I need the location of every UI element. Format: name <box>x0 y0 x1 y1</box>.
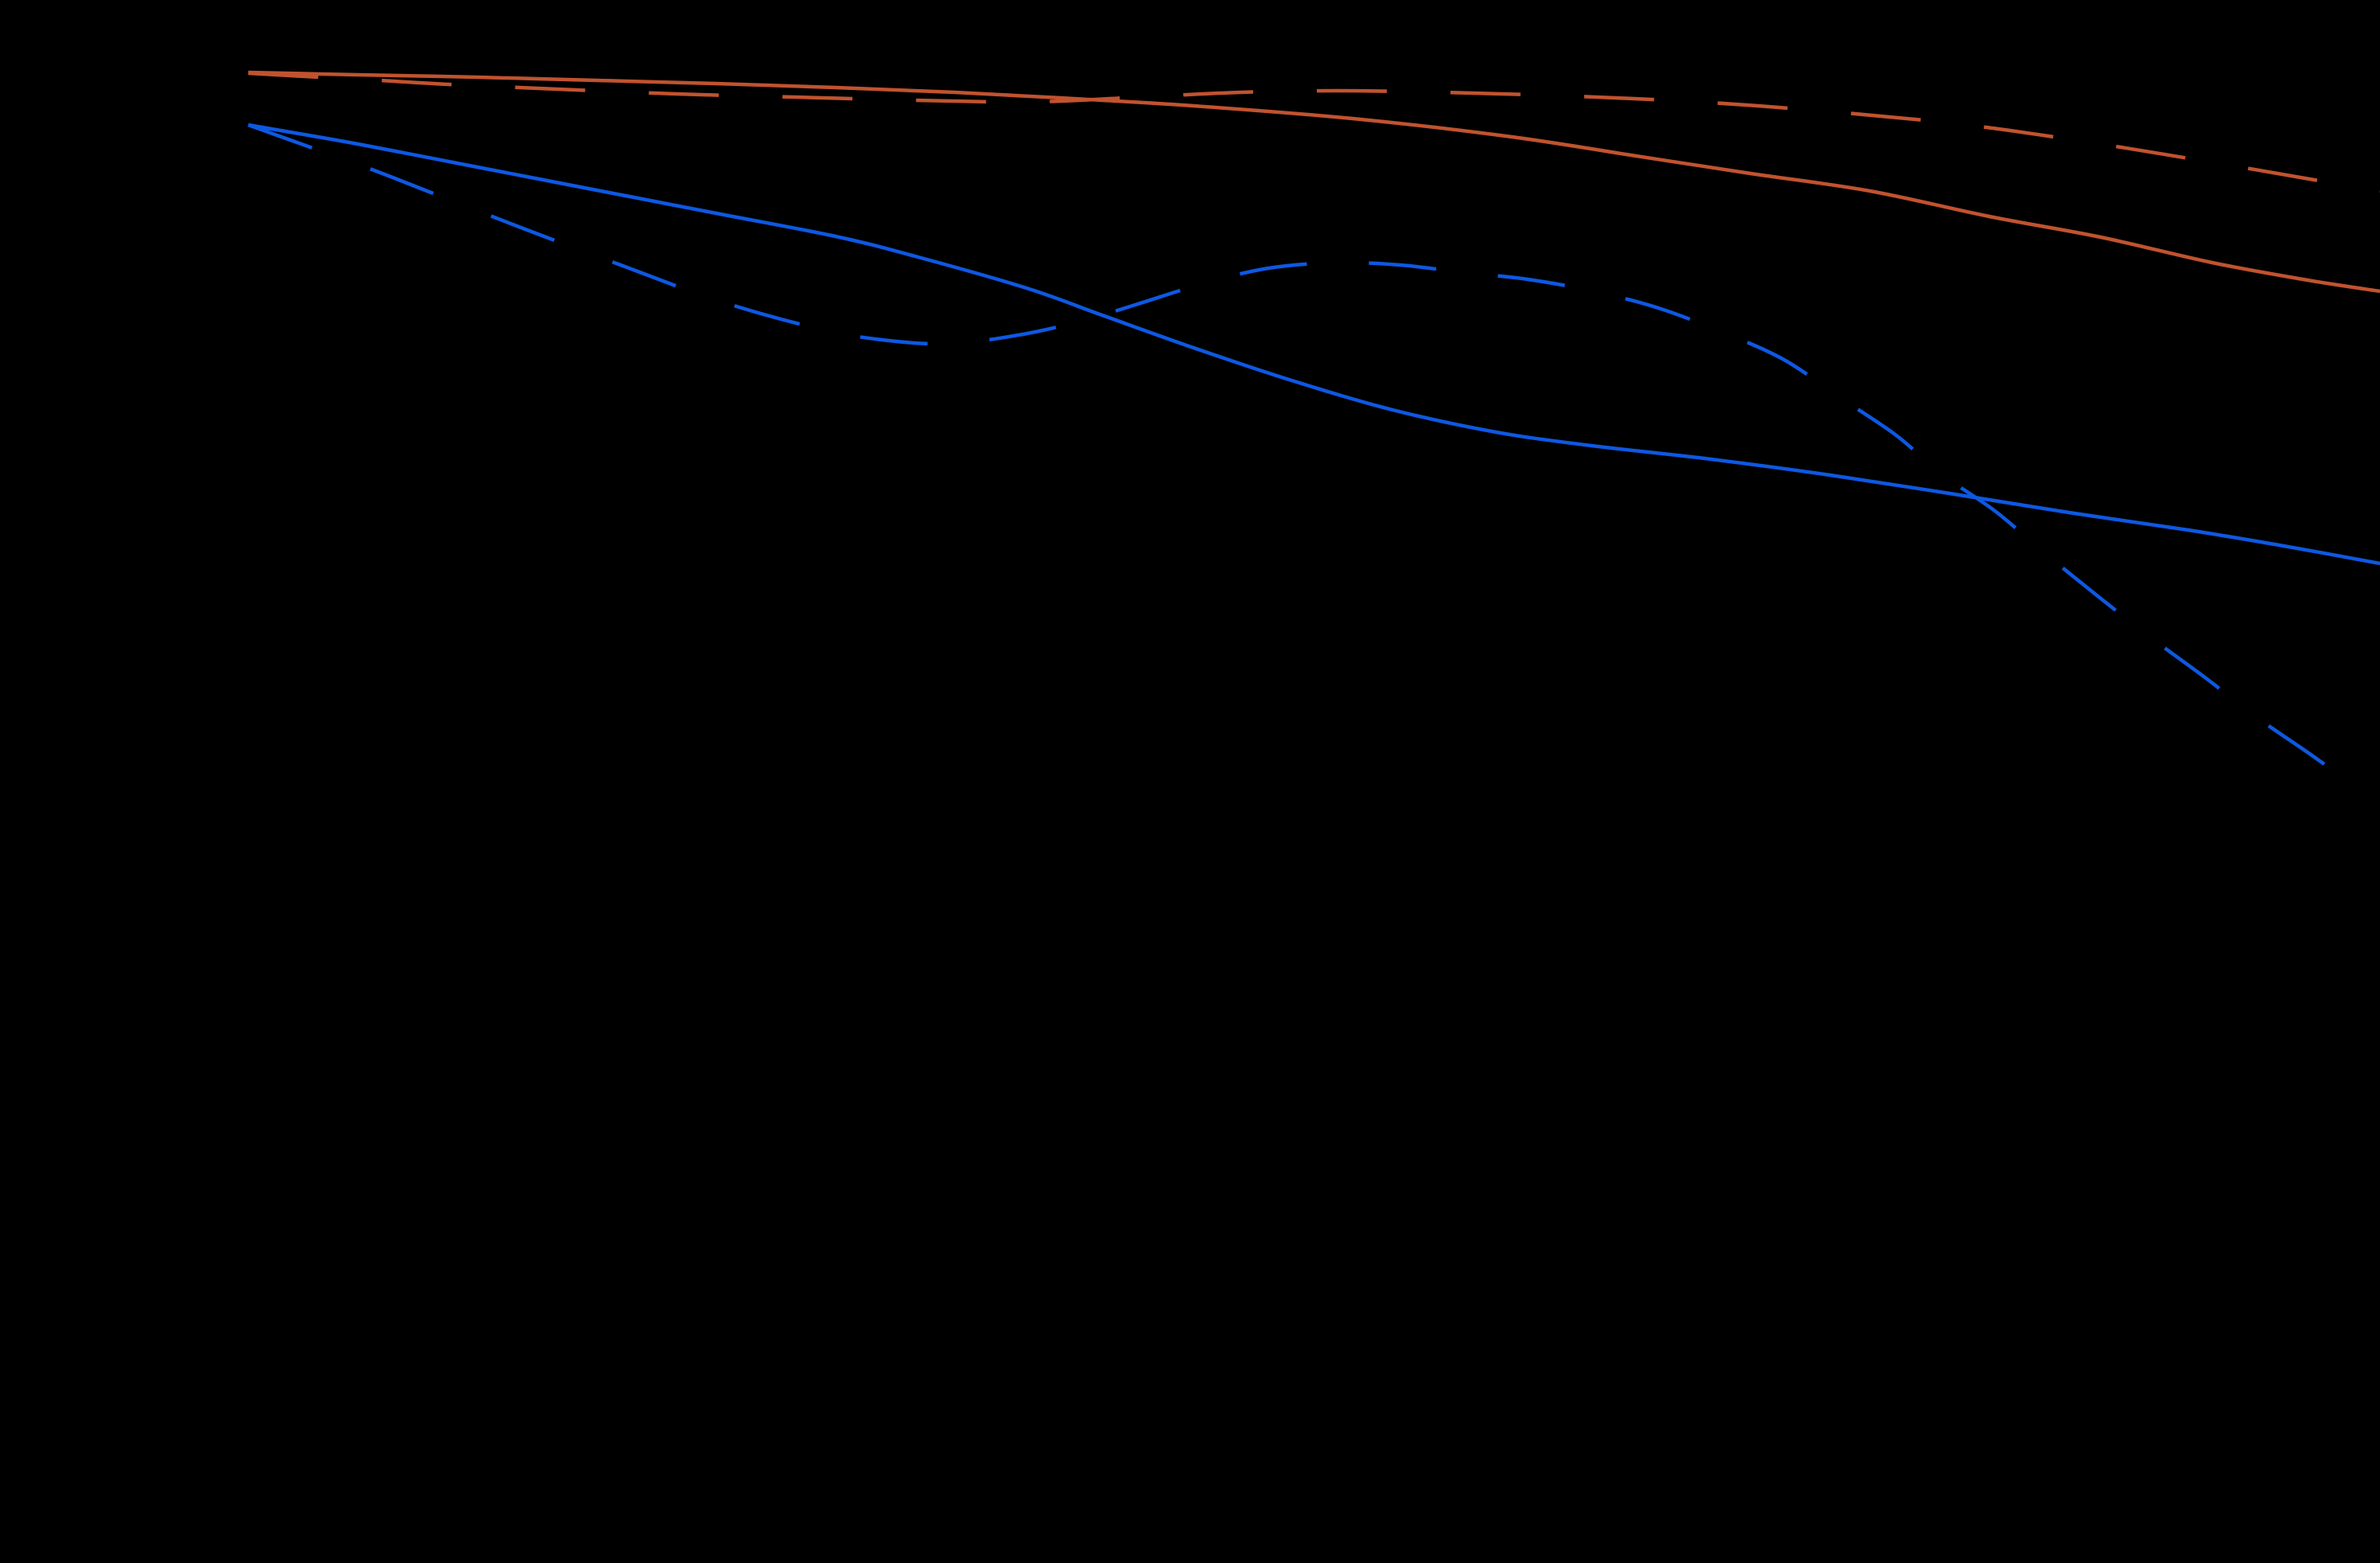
blue-dashed-curve <box>247 123 2370 798</box>
blue-solid-curve <box>247 123 2380 566</box>
orange-dashed-curve <box>247 71 2380 193</box>
orange-solid-curve <box>247 70 2380 294</box>
